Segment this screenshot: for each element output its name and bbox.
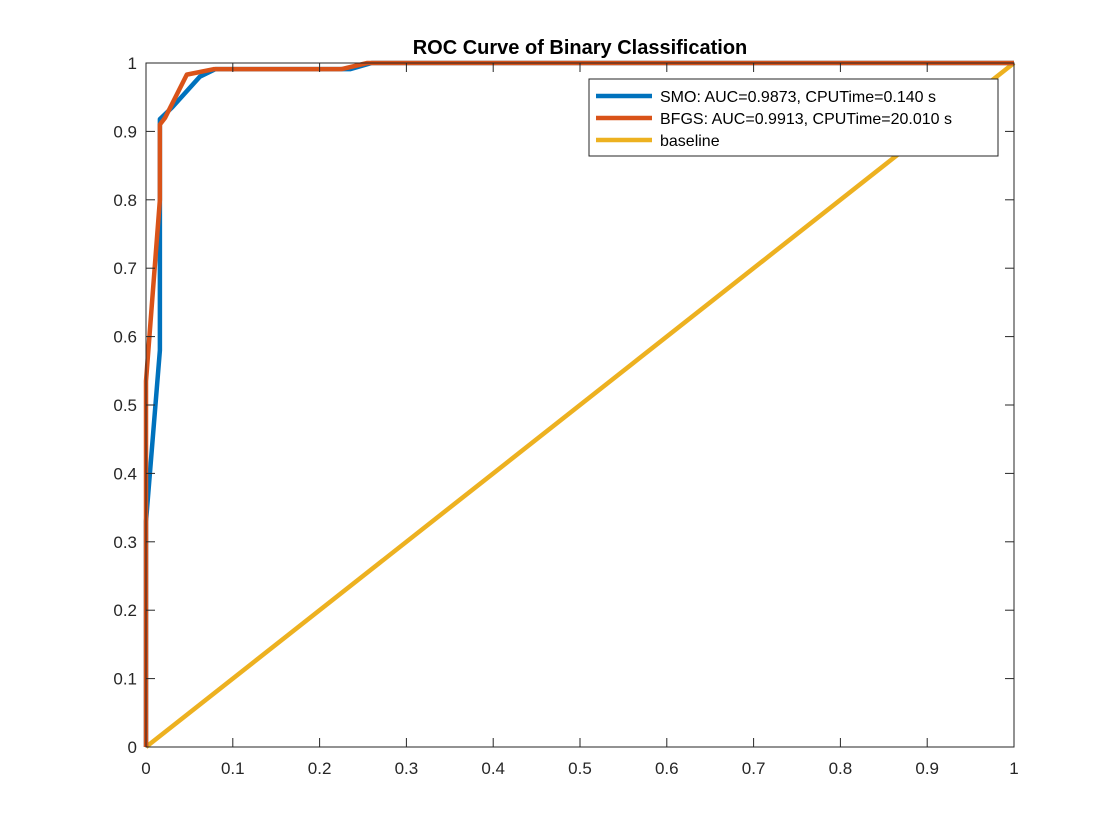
x-tick-label: 0.3: [395, 759, 419, 778]
legend-label-bfgs: BFGS: AUC=0.9913, CPUTime=20.010 s: [660, 111, 952, 128]
x-tick-label: 0.8: [829, 759, 853, 778]
series-line-bfgs: [143, 60, 1014, 747]
y-tick-label: 0.5: [113, 396, 137, 415]
y-tick-label: 0.8: [113, 191, 137, 210]
x-tick-label: 0: [141, 759, 150, 778]
y-tick-label: 0.3: [113, 533, 137, 552]
legend: SMO: AUC=0.9873, CPUTime=0.140 s BFGS: A…: [588, 78, 999, 157]
x-tick-label: 0.2: [308, 759, 332, 778]
x-tick-label: 0.9: [915, 759, 939, 778]
series-layer: [143, 60, 1016, 749]
y-tick-label: 0.4: [113, 464, 137, 483]
y-tick-label: 0.1: [113, 670, 137, 689]
x-tick-label: 0.1: [221, 759, 245, 778]
y-tick-label: 0.9: [113, 122, 137, 141]
legend-label-baseline: baseline: [660, 133, 720, 150]
y-tick-label: 0.2: [113, 601, 137, 620]
x-tick-label: 1: [1009, 759, 1018, 778]
y-tick-label: 0.7: [113, 259, 137, 278]
tick-layer: 0 0.1 0.2 0.3 0.4 0.5 0.6 0.7 0.8 0.9 1 0 0.1 0.2 0.3 0…: [113, 54, 1018, 778]
chart-title: ROC Curve of Binary Classification: [413, 37, 748, 59]
y-tick-label: 0: [128, 738, 137, 757]
series-line-baseline: [144, 61, 1016, 749]
y-tick-label: 1: [128, 54, 137, 73]
x-tick-label: 0.4: [481, 759, 505, 778]
legend-label-smo: SMO: AUC=0.9873, CPUTime=0.140 s: [660, 89, 936, 106]
x-tick-label: 0.5: [568, 759, 592, 778]
y-tick-label: 0.6: [113, 328, 137, 347]
legend-box: [588, 78, 999, 157]
x-tick-label: 0.6: [655, 759, 679, 778]
x-tick-label: 0.7: [742, 759, 766, 778]
